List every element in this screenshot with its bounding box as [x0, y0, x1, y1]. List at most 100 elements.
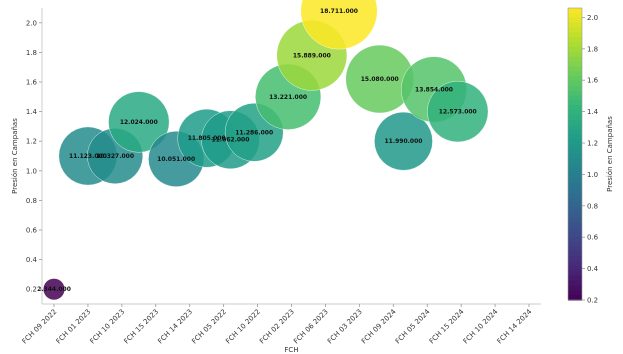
colorbar-segment: [568, 241, 582, 248]
bubble-12: [374, 111, 433, 171]
bubble-label-7: 11.286.000: [235, 129, 273, 136]
colorbar-tick-label-0: 0.2: [587, 297, 598, 305]
colorbar-tick-label-1: 0.4: [587, 265, 599, 273]
colorbar-segment: [568, 270, 582, 277]
x-tick-label-10: FCH 09 2024: [360, 307, 398, 345]
bubble-label-13: 13.854.000: [415, 86, 453, 93]
colorbar-segment: [568, 149, 582, 155]
colorbar-segment: [568, 134, 582, 140]
colorbar-segment: [568, 37, 582, 43]
bubble-3: [108, 91, 170, 153]
colorbar-segment: [568, 139, 582, 145]
x-tick-label-4: FCH 14 2023: [156, 308, 194, 346]
colorbar-segment: [568, 275, 582, 282]
colorbar-segment: [568, 110, 582, 116]
colorbar-segment: [568, 251, 582, 257]
colorbar-segment: [568, 231, 582, 238]
colorbar-segment: [568, 236, 582, 243]
colorbar-segment: [568, 246, 582, 252]
y-tick-label-1: 0.4: [26, 256, 38, 264]
y-tick-label-5: 1.2: [26, 138, 37, 146]
bubble-label-12: 11.990.000: [384, 138, 422, 145]
colorbar-segment: [568, 42, 582, 48]
colorbar-segment: [568, 129, 582, 136]
colorbar-segment: [568, 85, 582, 92]
y-tick-label-4: 1.0: [26, 167, 37, 175]
bubble-label-0: 2.344.000: [37, 286, 71, 293]
colorbar-segment: [568, 227, 582, 233]
y-tick-label-7: 1.6: [26, 79, 38, 87]
colorbar-tick-label-7: 1.6: [587, 77, 599, 85]
x-tick-label-12: FCH 15 2024: [428, 307, 466, 345]
colorbar-segment: [568, 197, 582, 204]
bubble-label-9: 15.889.000: [293, 52, 331, 59]
x-tick-label-2: FCH 10 2023: [89, 308, 127, 346]
colorbar-segment: [568, 222, 582, 228]
colorbar-tick-label-2: 0.6: [587, 234, 599, 242]
x-tick-label-1: FCH 01 2023: [55, 308, 93, 346]
colorbar-segment: [568, 256, 582, 262]
colorbar-segment: [568, 280, 582, 286]
bubble-label-5: 11.805.000: [188, 135, 226, 142]
colorbar-segment: [568, 295, 582, 301]
colorbar-segment: [568, 124, 582, 131]
bubble-label-3: 12.024.000: [120, 119, 158, 126]
colorbar-segment: [568, 202, 582, 209]
colorbar-segment: [568, 90, 582, 97]
colorbar-segment: [568, 119, 582, 126]
colorbar-segment: [568, 100, 582, 106]
colorbar-segment: [568, 188, 582, 194]
x-tick-label-11: FCH 05 2024: [394, 307, 432, 345]
colorbar-segment: [568, 12, 582, 19]
y-tick-label-6: 1.4: [26, 108, 38, 116]
colorbar-segment: [568, 261, 582, 267]
colorbar-tick-label-8: 1.8: [587, 45, 598, 53]
x-axis-title: FCH: [284, 346, 298, 354]
bubble-0: [43, 278, 65, 301]
colorbar-tick-label-6: 1.4: [587, 108, 599, 116]
colorbar-segment: [568, 32, 582, 38]
bubble-label-6: 11.062.000: [211, 137, 249, 144]
colorbar-segment: [568, 212, 582, 218]
x-tick-label-14: FCH 14 2024: [496, 307, 534, 345]
colorbar-segment: [568, 144, 582, 150]
colorbar-frame: [567, 7, 583, 301]
y-tick-label-2: 0.6: [26, 227, 38, 235]
colorbar: 0.2 0.4 0.6 0.8 1.0 1.2 1.4 1.6 1.8 2.0: [567, 7, 599, 305]
colorbar-segment: [568, 8, 582, 14]
bubble-label-11: 15.080.000: [361, 76, 399, 83]
bubble-14: [427, 81, 489, 143]
bubble-label-1: 11.123.000: [69, 153, 107, 160]
x-tick-label-5: FCH 05 2022: [190, 308, 228, 346]
colorbar-segment: [568, 51, 582, 58]
colorbar-segment: [568, 76, 582, 82]
y-tick-label-0: 0.2: [26, 286, 37, 294]
x-tick-label-7: FCH 02 2023: [258, 308, 296, 346]
bubble-label-10: 18.711.000: [320, 8, 358, 15]
colorbar-segment: [568, 27, 582, 33]
colorbar-segment: [568, 17, 582, 24]
colorbar-segment: [568, 265, 582, 272]
bubble-label-4: 10.051.000: [157, 156, 195, 163]
y-tick-label-3: 0.8: [26, 197, 37, 205]
colorbar-segment: [568, 95, 582, 102]
colorbar-segment: [568, 81, 582, 87]
colorbar-segment: [568, 207, 582, 213]
x-tick-label-13: FCH 10 2024: [462, 307, 500, 345]
x-tick-label-8: FCH 06 2023: [292, 308, 330, 346]
colorbar-tick-label-3: 0.8: [587, 202, 598, 210]
bubble-series: [43, 0, 489, 301]
colorbar-segment: [568, 217, 582, 223]
bubble-label-2: 10.327.000: [96, 153, 134, 160]
colorbar-segment: [568, 154, 582, 160]
colorbar-segment: [568, 105, 582, 111]
bubble-label-14: 12.573.000: [439, 109, 477, 116]
colorbar-segment: [568, 183, 582, 189]
colorbar-segment: [568, 173, 582, 179]
y-axis-title: Presión en Campañas: [11, 118, 19, 194]
colorbar-segment: [568, 61, 582, 67]
x-tick-label-6: FCH 10 2022: [224, 308, 262, 346]
colorbar-segment: [568, 115, 582, 121]
colorbar-segment: [568, 285, 582, 291]
